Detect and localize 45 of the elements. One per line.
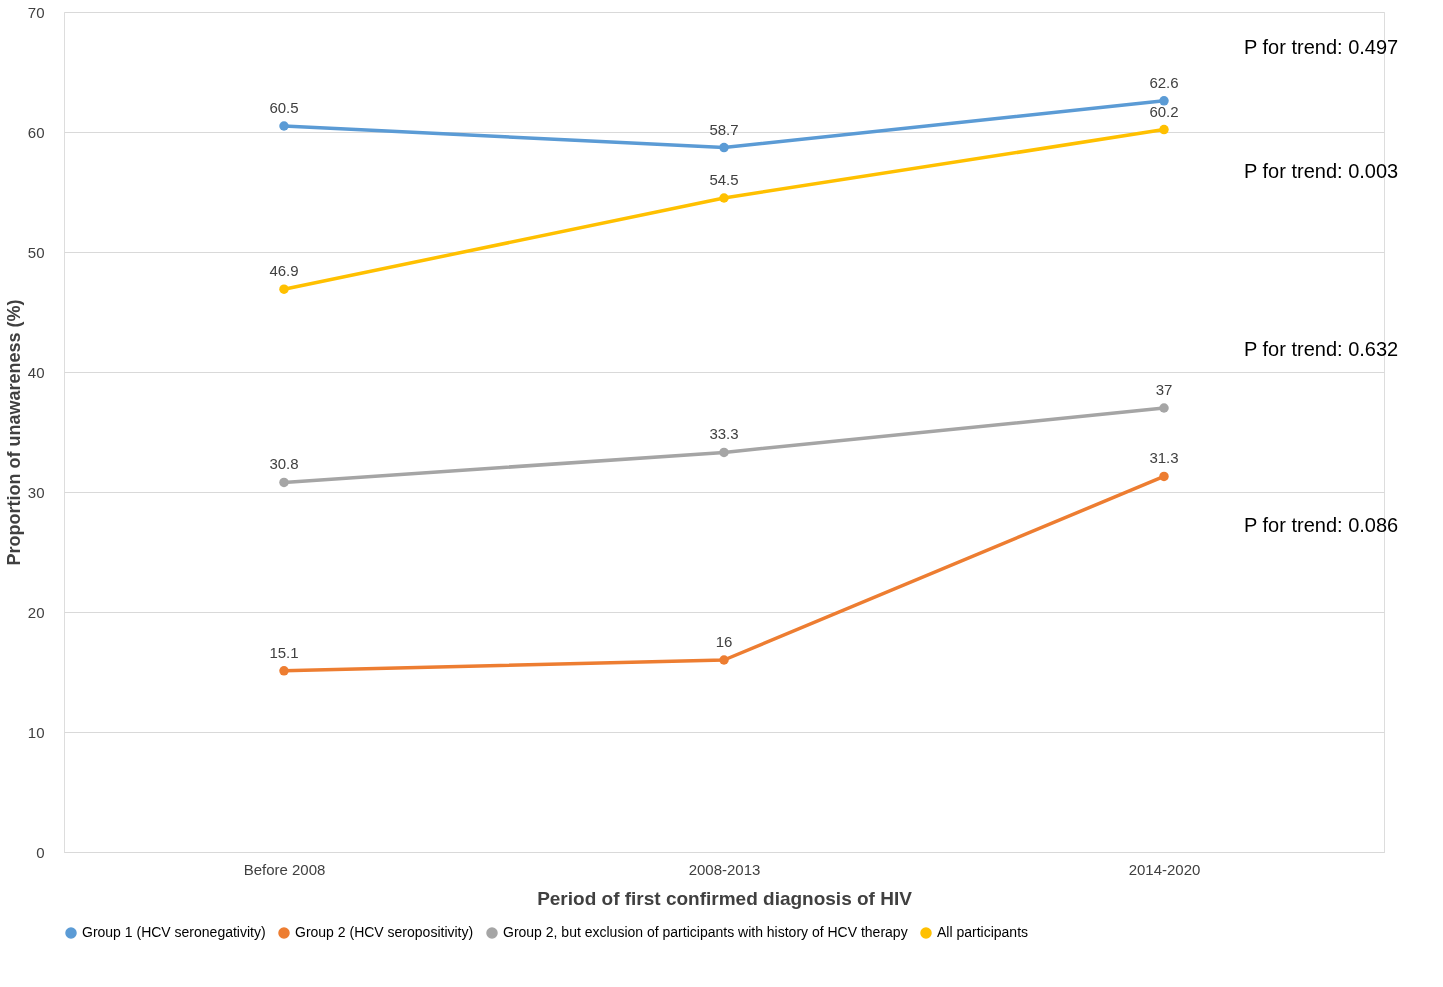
x-tick-label: 2014-2020 (1128, 860, 1201, 878)
point (1159, 96, 1169, 106)
legend-label: Group 2 (HCV seropositivity) (295, 924, 474, 940)
annotation: P for trend: 0.003 (1244, 159, 1399, 182)
legend-label: Group 1 (HCV seronegativity) (82, 924, 266, 940)
legend-label: All participants (937, 924, 1029, 940)
point (1159, 124, 1169, 135)
point (279, 121, 289, 131)
y-tick-label: 50 (27, 243, 45, 261)
data-label: 31.3 (1149, 449, 1179, 467)
point (1159, 403, 1169, 413)
point (279, 477, 289, 488)
y-tick-label: 10 (27, 723, 45, 741)
data-label: 16 (715, 633, 733, 650)
data-label: 30.8 (269, 455, 299, 473)
data-label: 15.1 (269, 643, 299, 661)
data-label: 33.3 (709, 425, 739, 443)
data-label: 60.2 (1149, 102, 1179, 120)
point (719, 655, 729, 665)
x-tick-label: 2008-2013 (688, 860, 761, 878)
y-tick-label: 0 (36, 843, 45, 861)
x-tick-label: Before 2008 (243, 860, 326, 878)
legend-label: Group 2, but exclusion of participants with history of HCV therapy (503, 924, 908, 940)
point (719, 193, 729, 203)
point (279, 666, 289, 676)
y-tick-label: 20 (27, 603, 45, 621)
data-label: 62.6 (1149, 73, 1179, 91)
data-label: 58.7 (709, 120, 739, 138)
data-label: 54.5 (709, 171, 739, 188)
data-label: 37 (1155, 381, 1173, 398)
annotation: P for trend: 0.086 (1244, 514, 1399, 537)
x-axis-title: Period of first confirmed diagnosis of HIV (537, 887, 913, 909)
y-tick-label: 30 (27, 483, 45, 501)
y-tick-label: 60 (27, 123, 45, 141)
data-label: 60.5 (269, 99, 299, 116)
point (719, 142, 729, 153)
annotation: P for trend: 0.632 (1244, 337, 1399, 360)
y-tick-label: 40 (27, 363, 45, 381)
annotation: P for trend: 0.497 (1244, 36, 1399, 59)
y-tick-label: 70 (27, 3, 45, 21)
point (1159, 471, 1169, 482)
y-axis-title: Proportion of unawareness (%) (3, 299, 24, 566)
point (719, 447, 729, 458)
data-label: 46.9 (269, 262, 299, 280)
point (279, 284, 289, 294)
